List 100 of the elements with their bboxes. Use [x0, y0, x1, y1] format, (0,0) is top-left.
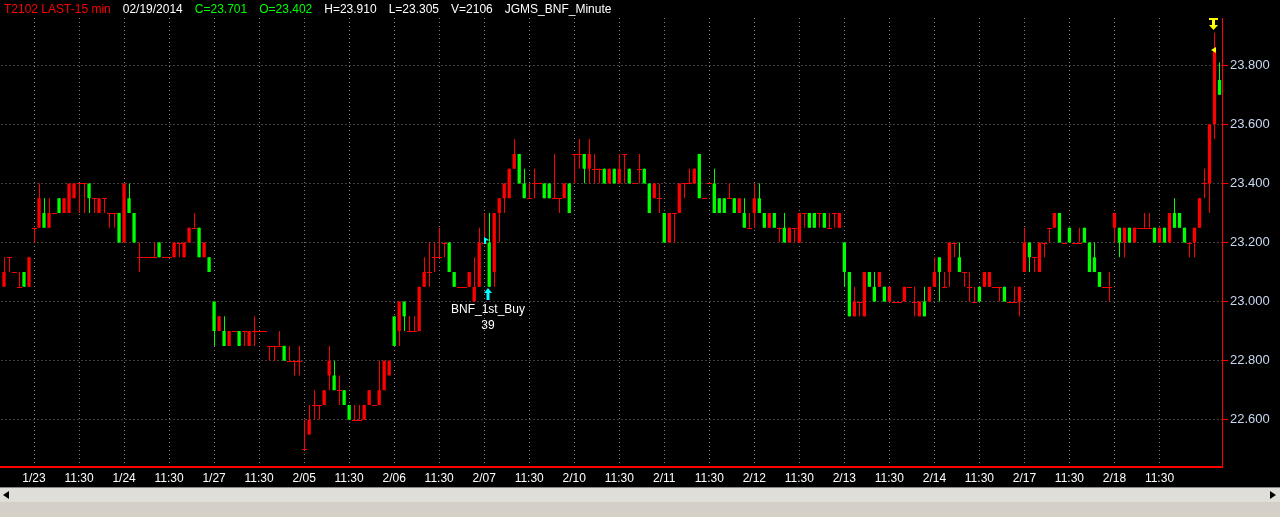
candlestick: [1017, 286, 1022, 317]
candlestick: [932, 256, 937, 288]
candlestick: [752, 182, 756, 229]
x-tick-label: 2/12: [742, 470, 767, 485]
text: H=23.910: [324, 2, 377, 16]
candlestick: [431, 242, 438, 273]
candlestick: [1172, 197, 1177, 229]
text: C=23.701: [194, 2, 248, 16]
x-tick-label: 11:30: [604, 470, 635, 485]
candlestick: [332, 360, 336, 391]
candlestick: [2, 256, 6, 288]
candlestick: [406, 315, 413, 332]
x-tick-label: 2/14: [922, 470, 947, 485]
candlestick: [746, 212, 753, 229]
candlestick: [426, 242, 433, 288]
candlestick: [31, 227, 38, 243]
candlestick: [316, 404, 323, 421]
candlestick: [497, 197, 501, 243]
y-tick-label: 22.600: [1230, 411, 1270, 427]
candlestick: [377, 360, 381, 406]
candlestick: [556, 197, 563, 214]
annotation: 39: [481, 318, 495, 333]
candlestick: [1112, 212, 1117, 243]
x-tick-label: 11:30: [244, 470, 274, 485]
candlestick: [111, 212, 118, 229]
candlestick: [966, 271, 973, 303]
candlestick: [782, 212, 786, 243]
candlestick: [127, 182, 131, 214]
candlestick: [42, 197, 46, 229]
text: 02/19/2014: [122, 2, 183, 16]
y-tick-label: 22.800: [1230, 352, 1270, 368]
candlestick: [472, 256, 476, 303]
candlestick: [1117, 227, 1122, 258]
y-tick-label: 23.200: [1230, 234, 1270, 250]
x-tick-label: 2/13: [832, 470, 857, 485]
text: O=23.402: [259, 2, 313, 16]
x-tick-label: 2/06: [382, 470, 407, 485]
x-tick-label: 11:30: [334, 470, 365, 485]
x-tick-label: 11:30: [874, 470, 905, 485]
x-tick-label: 2/11: [653, 470, 676, 485]
text: JGMS_BNF_Minute: [504, 2, 612, 16]
candlestick: [776, 227, 783, 243]
candlestick: [276, 330, 283, 347]
candlestick: [1146, 212, 1153, 229]
candlestick: [576, 138, 583, 170]
text: V=2106: [451, 2, 493, 16]
text: L=23.305: [388, 2, 440, 16]
candlestick: [1092, 242, 1097, 273]
candlestick: [1192, 227, 1197, 258]
candlestick: [1122, 227, 1127, 258]
x-tick-label: 11:30: [1144, 470, 1175, 485]
candlestick: [957, 242, 962, 273]
candlestick: [87, 182, 91, 214]
x-tick-label: 11:30: [1054, 470, 1085, 485]
candlestick: [81, 182, 88, 214]
candlestick: [961, 271, 968, 288]
candlestick: [1046, 227, 1053, 243]
chart-title: T2102 LAST-15 min: [4, 2, 111, 16]
candlestick: [311, 389, 318, 421]
x-tick-label: 1/27: [202, 470, 227, 485]
x-tick-label: 2/17: [1012, 470, 1037, 485]
x-tick-label: 11:30: [784, 470, 815, 485]
candlestick: [742, 197, 746, 229]
x-tick-label: 11:30: [694, 470, 725, 485]
x-tick-label: 2/07: [472, 470, 497, 485]
x-tick-label: 1/23: [22, 470, 47, 485]
candlestick: [726, 182, 733, 199]
candlestick: [411, 315, 418, 332]
y-tick-label: 23.600: [1230, 115, 1270, 131]
x-tick-label: 11:30: [514, 470, 545, 485]
y-tick-label: 23.400: [1230, 175, 1270, 190]
candlestick: [1201, 168, 1208, 199]
candlestick: [571, 153, 578, 184]
candlestick: [582, 153, 586, 184]
x-tick-label: 11:30: [64, 470, 94, 485]
candlestick: [266, 345, 273, 362]
candlestick: [222, 315, 226, 347]
x-tick-label: 11:30: [424, 470, 455, 485]
candlestick: [941, 271, 948, 288]
x-tick-label: 11:30: [964, 470, 995, 485]
x-tick-label: 1/24: [112, 470, 137, 485]
candlestick: [307, 404, 311, 436]
candlestick: [271, 345, 278, 362]
x-tick-label: 2/05: [292, 470, 317, 485]
candlestick: [587, 138, 591, 184]
candlestick: [522, 168, 526, 199]
candlestick: [526, 182, 533, 199]
y-tick-label: 23.000: [1230, 293, 1270, 309]
candlestick: [937, 256, 942, 303]
candlestick: [106, 212, 113, 229]
candlestick: [872, 271, 877, 303]
candlestick: [512, 138, 516, 170]
annotation: BNF_1st_Buy: [450, 302, 526, 317]
candlestick: [327, 345, 331, 391]
candlestick: [301, 419, 308, 450]
candlestick: [1217, 61, 1222, 96]
x-tick-label: 2/10: [562, 470, 587, 485]
x-tick-label: 2/18: [1102, 470, 1127, 485]
y-tick-label: 23.800: [1230, 56, 1270, 72]
candlestick: [502, 182, 506, 214]
